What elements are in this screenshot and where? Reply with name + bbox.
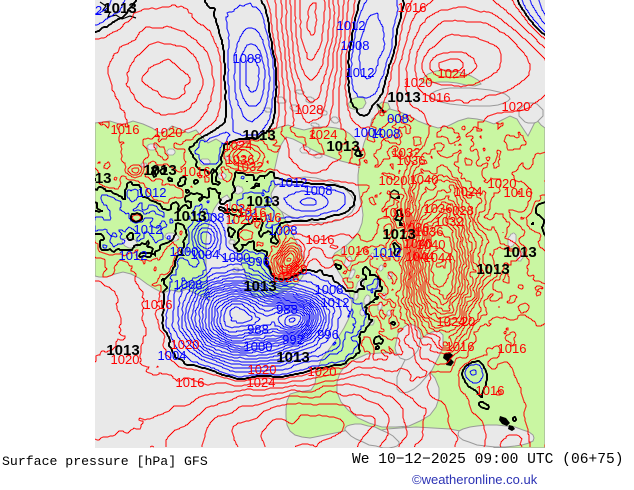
svg-text:1032: 1032 bbox=[235, 159, 264, 174]
svg-text:1000: 1000 bbox=[222, 250, 251, 265]
svg-text:1008: 1008 bbox=[304, 183, 333, 198]
svg-text:1012: 1012 bbox=[119, 248, 148, 263]
svg-text:1013: 1013 bbox=[243, 278, 276, 295]
svg-text:1032: 1032 bbox=[392, 145, 421, 160]
svg-text:1020: 1020 bbox=[308, 364, 337, 379]
svg-text:1000: 1000 bbox=[244, 339, 273, 354]
svg-text:1024: 1024 bbox=[309, 127, 338, 142]
svg-text:1020: 1020 bbox=[226, 212, 255, 227]
svg-text:12: 12 bbox=[88, 3, 102, 18]
svg-text:1020: 1020 bbox=[488, 176, 517, 191]
svg-text:1013: 1013 bbox=[503, 244, 536, 261]
svg-text:1016: 1016 bbox=[446, 339, 475, 354]
svg-text:1016: 1016 bbox=[176, 375, 205, 390]
svg-text:1020: 1020 bbox=[502, 99, 531, 114]
svg-text:1013: 1013 bbox=[143, 162, 176, 179]
svg-text:1024: 1024 bbox=[224, 201, 253, 216]
svg-text:1008: 1008 bbox=[196, 210, 225, 225]
svg-text:1016: 1016 bbox=[341, 243, 370, 258]
svg-text:008: 008 bbox=[387, 111, 409, 126]
svg-text:1012: 1012 bbox=[138, 185, 167, 200]
svg-text:1008: 1008 bbox=[315, 282, 344, 297]
svg-text:1008: 1008 bbox=[372, 126, 401, 141]
svg-text:1024: 1024 bbox=[438, 66, 467, 81]
svg-text:1024: 1024 bbox=[437, 314, 466, 329]
svg-text:1016: 1016 bbox=[422, 90, 451, 105]
svg-text:1040: 1040 bbox=[404, 236, 433, 251]
svg-text:1000: 1000 bbox=[170, 244, 199, 259]
svg-text:992: 992 bbox=[282, 332, 304, 347]
svg-text:996: 996 bbox=[317, 327, 339, 342]
svg-text:1004: 1004 bbox=[158, 348, 187, 363]
svg-text:1012: 1012 bbox=[346, 65, 375, 80]
svg-text:1032: 1032 bbox=[435, 214, 464, 229]
svg-text:1016: 1016 bbox=[498, 341, 527, 356]
svg-text:1004: 1004 bbox=[191, 247, 220, 262]
svg-text:1012: 1012 bbox=[337, 18, 366, 33]
svg-text:1020: 1020 bbox=[279, 262, 308, 277]
svg-text:1008: 1008 bbox=[269, 223, 298, 238]
svg-text:1013: 1013 bbox=[387, 89, 420, 106]
svg-text:1020: 1020 bbox=[248, 362, 277, 377]
svg-text:1013: 1013 bbox=[326, 138, 359, 155]
svg-text:1013: 1013 bbox=[106, 342, 139, 359]
svg-text:1036: 1036 bbox=[397, 153, 426, 168]
svg-text:1020: 1020 bbox=[404, 75, 433, 90]
svg-text:988: 988 bbox=[247, 322, 269, 337]
svg-text:1016: 1016 bbox=[182, 164, 211, 179]
svg-text:1016: 1016 bbox=[398, 0, 427, 15]
svg-text:1013: 1013 bbox=[103, 0, 136, 17]
svg-text:1016: 1016 bbox=[238, 205, 267, 220]
svg-text:1012: 1012 bbox=[321, 295, 350, 310]
svg-text:1036: 1036 bbox=[401, 220, 430, 235]
svg-text:1016: 1016 bbox=[383, 205, 412, 220]
svg-text:1028: 1028 bbox=[295, 102, 324, 117]
svg-text:1008: 1008 bbox=[341, 38, 370, 53]
svg-text:1004: 1004 bbox=[354, 125, 383, 140]
svg-text:988: 988 bbox=[276, 302, 298, 317]
svg-text:1044: 1044 bbox=[406, 249, 435, 264]
svg-text:1028: 1028 bbox=[271, 270, 300, 285]
svg-text:1024: 1024 bbox=[454, 184, 483, 199]
svg-text:1020: 1020 bbox=[379, 173, 408, 188]
svg-text:1012: 1012 bbox=[134, 222, 163, 237]
svg-text:1020: 1020 bbox=[171, 337, 200, 352]
svg-text:1016: 1016 bbox=[306, 232, 335, 247]
svg-text:996: 996 bbox=[248, 254, 270, 269]
svg-text:1013: 1013 bbox=[242, 127, 275, 144]
svg-text:1016: 1016 bbox=[144, 297, 173, 312]
svg-text:1016: 1016 bbox=[111, 122, 140, 137]
svg-text:1020: 1020 bbox=[111, 352, 140, 367]
svg-text:1020: 1020 bbox=[154, 125, 183, 140]
svg-text:1012: 1012 bbox=[373, 245, 402, 260]
svg-text:1012: 1012 bbox=[279, 175, 308, 190]
svg-text:1013: 1013 bbox=[382, 226, 415, 243]
svg-text:1016: 1016 bbox=[253, 210, 282, 225]
svg-text:1013: 1013 bbox=[246, 193, 279, 210]
svg-text:1008: 1008 bbox=[174, 277, 203, 292]
svg-text:1013: 1013 bbox=[476, 261, 509, 278]
svg-text:1036: 1036 bbox=[424, 201, 453, 216]
svg-text:013: 013 bbox=[86, 170, 111, 187]
svg-text:1016: 1016 bbox=[504, 185, 533, 200]
svg-text:1008: 1008 bbox=[233, 51, 262, 66]
svg-text:20: 20 bbox=[461, 314, 475, 329]
svg-text:1013: 1013 bbox=[173, 208, 206, 225]
svg-text:1036: 1036 bbox=[415, 224, 444, 239]
svg-text:1036: 1036 bbox=[226, 152, 255, 167]
svg-text:1013: 1013 bbox=[276, 349, 309, 366]
svg-text:1024: 1024 bbox=[224, 138, 253, 153]
svg-text:1016: 1016 bbox=[476, 383, 505, 398]
svg-text:1024: 1024 bbox=[247, 375, 276, 390]
svg-text:028: 028 bbox=[452, 203, 474, 218]
svg-text:1040: 1040 bbox=[410, 172, 439, 187]
svg-text:1044: 1044 bbox=[424, 250, 453, 265]
svg-text:1040: 1040 bbox=[417, 237, 446, 252]
